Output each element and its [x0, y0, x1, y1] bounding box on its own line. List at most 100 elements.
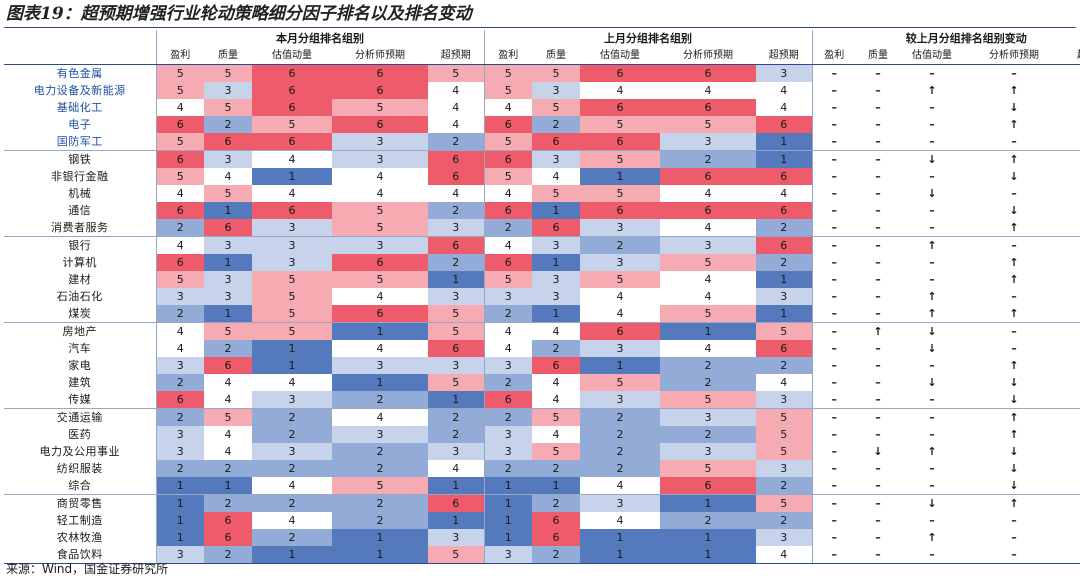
previous-rank-cell: 2: [580, 426, 661, 443]
current-rank-cell: 4: [252, 150, 332, 168]
rank-up-icon: ↑: [927, 290, 937, 303]
rank-unchanged: –: [875, 239, 881, 252]
current-rank-cell: 6: [428, 236, 485, 254]
current-rank-cell: 2: [332, 443, 428, 460]
current-rank-cell: 6: [204, 133, 252, 151]
previous-rank-cell: 4: [580, 82, 661, 99]
rank-up-icon: ↑: [1009, 428, 1019, 441]
current-rank-cell: 1: [332, 529, 428, 546]
rank-unchanged: –: [1064, 529, 1080, 546]
previous-rank-cell: 2: [532, 546, 581, 564]
current-rank-cell: 6: [204, 512, 252, 529]
rank-unchanged: –: [811, 116, 857, 133]
current-rank-cell: 1: [332, 546, 428, 564]
rank-up-icon: ↑: [1009, 256, 1019, 269]
previous-rank-cell: 1: [756, 150, 813, 168]
rank-unchanged: –: [811, 254, 857, 271]
current-rank-cell: 3: [155, 443, 204, 460]
previous-rank-cell: 5: [580, 150, 661, 168]
previous-rank-cell: 4: [756, 546, 813, 564]
rank-unchanged: –: [929, 170, 935, 183]
rank-unchanged: –: [811, 82, 857, 99]
previous-rank-cell: 6: [483, 116, 533, 133]
current-rank-cell: 5: [155, 64, 204, 82]
current-rank-cell: 4: [252, 374, 332, 391]
current-rank-cell: 4: [204, 426, 252, 443]
current-rank-cell: 2: [428, 133, 485, 151]
previous-rank-cell: 6: [483, 391, 533, 409]
previous-rank-cell: 6: [580, 133, 661, 151]
current-rank-cell: 3: [252, 443, 332, 460]
previous-rank-cell: 3: [756, 288, 813, 305]
rank-unchanged: –: [929, 256, 935, 269]
rank-unchanged: –: [875, 187, 881, 200]
rank-unchanged: –: [875, 170, 881, 183]
current-rank-cell: 4: [332, 340, 428, 357]
rank-unchanged: –: [900, 219, 965, 237]
current-rank-cell: 2: [428, 202, 485, 219]
current-rank-cell: 3: [204, 150, 252, 168]
rank-up-icon: ↑: [1009, 153, 1019, 166]
previous-rank-cell: 6: [756, 202, 813, 219]
current-rank-cell: 6: [428, 340, 485, 357]
previous-rank-cell: 3: [580, 494, 661, 512]
current-rank-cell: 2: [332, 512, 428, 529]
rank-unchanged: –: [1064, 82, 1080, 99]
rank-unchanged: –: [1064, 323, 1080, 341]
rank-unchanged: –: [1064, 271, 1080, 288]
current-rank-cell: 4: [428, 460, 485, 477]
rank-unchanged: –: [1011, 325, 1017, 338]
industry-name: 交通运输: [56, 411, 103, 424]
rank-unchanged: –: [929, 204, 935, 217]
current-rank-cell: 3: [252, 236, 332, 254]
current-rank-cell: 3: [428, 219, 485, 237]
previous-rank-cell: 2: [660, 512, 757, 529]
previous-rank-cell: 3: [660, 443, 757, 460]
current-rank-cell: 2: [155, 305, 204, 323]
rank-unchanged: –: [875, 514, 881, 527]
previous-rank-cell: 6: [483, 202, 533, 219]
current-rank-cell: 2: [252, 460, 332, 477]
current-rank-cell: 3: [155, 546, 204, 564]
rank-down-icon: ↓: [873, 445, 883, 458]
rank-unchanged: –: [811, 426, 857, 443]
rank-unchanged: –: [929, 118, 935, 131]
rank-unchanged: –: [811, 288, 857, 305]
previous-rank-cell: 6: [580, 64, 661, 82]
previous-rank-cell: 3: [580, 219, 661, 237]
current-rank-cell: 4: [204, 374, 252, 391]
rank-unchanged: –: [875, 342, 881, 355]
current-rank-cell: 2: [252, 426, 332, 443]
current-rank-cell: 4: [155, 99, 204, 116]
current-rank-cell: 3: [428, 529, 485, 546]
industry-name: 国防军工: [4, 133, 156, 151]
rank-up-icon: ↑: [1009, 118, 1019, 131]
rank-unchanged: –: [811, 340, 857, 357]
current-rank-cell: 3: [252, 391, 332, 409]
previous-rank-cell: 6: [483, 150, 533, 168]
previous-rank-cell: 4: [660, 219, 757, 237]
rank-unchanged: –: [929, 514, 935, 527]
current-rank-cell: 4: [332, 408, 428, 426]
previous-rank-cell: 3: [660, 408, 757, 426]
rank-down-icon: ↓: [1064, 426, 1080, 443]
industry-name: 食品饮料: [4, 546, 156, 564]
previous-rank-cell: 1: [660, 322, 757, 340]
current-rank-cell: 4: [252, 185, 332, 202]
previous-rank-cell: 3: [660, 236, 757, 254]
current-rank-cell: 1: [428, 512, 485, 529]
current-rank-cell: 2: [155, 219, 204, 237]
rank-down-icon: ↓: [927, 376, 937, 389]
previous-rank-cell: 5: [532, 443, 581, 460]
rank-up-icon: ↑: [927, 239, 937, 252]
corner-cell-2: [4, 47, 156, 65]
previous-rank-cell: 5: [532, 99, 581, 116]
previous-rank-cell: 2: [756, 477, 813, 495]
corner-cell: [4, 30, 156, 47]
previous-rank-cell: 5: [532, 185, 581, 202]
current-rank-cell: 6: [428, 494, 485, 512]
rank-unchanged: –: [811, 271, 857, 288]
